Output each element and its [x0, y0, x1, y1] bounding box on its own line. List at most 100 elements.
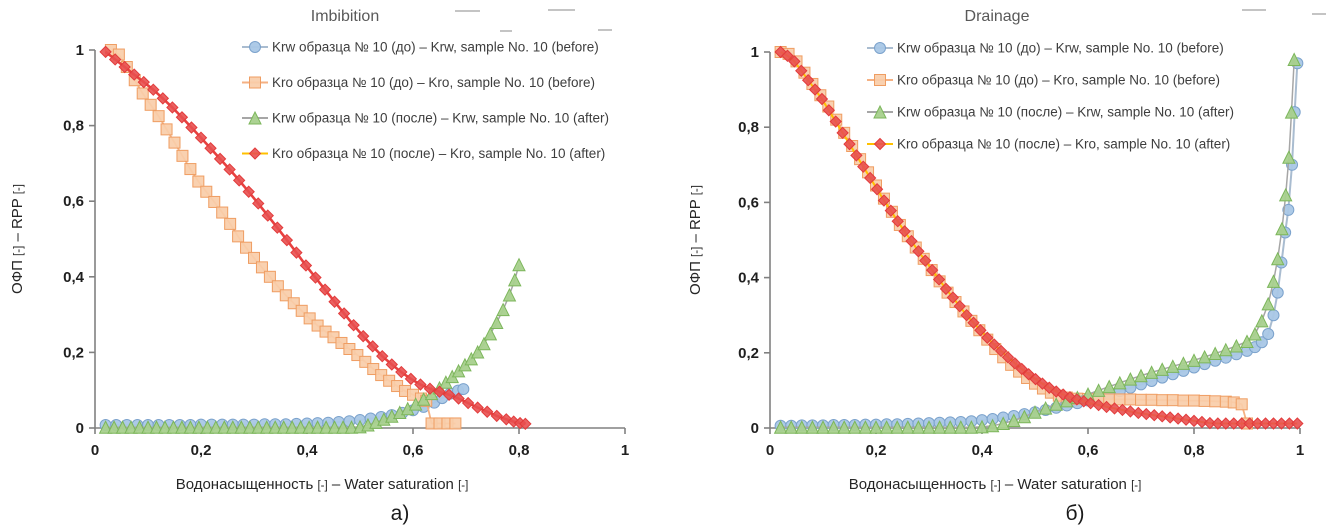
data-point-diamond: [376, 349, 389, 363]
data-point-diamond: [1171, 412, 1185, 425]
data-point-diamond: [884, 204, 898, 217]
data-point-triangle: [932, 420, 947, 434]
data-point-diamond: [242, 185, 255, 198]
data-point-diamond: [795, 64, 808, 78]
data-point-triangle: [507, 272, 522, 287]
y-tick-label: 0,8: [738, 119, 759, 136]
data-point-diamond: [299, 259, 313, 272]
legend-label: Krw образца № 10 (после) – Krw, sample N…: [272, 111, 609, 126]
data-point-diamond: [905, 234, 918, 248]
data-point-triangle: [890, 420, 905, 434]
y-tick-label: 0,4: [63, 269, 85, 286]
legend-label: Kro образца № 10 (до) – Kro, sample No. …: [897, 73, 1220, 88]
data-point-square: [1188, 394, 1200, 407]
data-point-diamond: [271, 221, 284, 234]
data-point-diamond: [194, 131, 208, 144]
data-point-triangle: [1176, 356, 1191, 370]
data-point-diamond: [1140, 407, 1153, 421]
data-point-square: [224, 217, 237, 230]
data-point-square: [1166, 394, 1179, 407]
data-point-diamond: [1195, 415, 1209, 429]
data-point-diamond: [815, 92, 829, 106]
data-point-circle: [1271, 286, 1284, 299]
data-point-square: [295, 304, 308, 317]
x-tick-label: 0,6: [1078, 442, 1099, 459]
legend-marker-square: [249, 76, 261, 89]
y-axis-title: ОФП [-] – RPP [-]: [687, 185, 704, 295]
data-point-diamond: [147, 83, 160, 96]
data-point-diamond: [128, 68, 141, 81]
data-point-diamond: [185, 121, 198, 134]
legend-label: Kro образца № 10 (до) – Kro, sample No. …: [272, 75, 595, 90]
data-point-diamond: [1132, 406, 1145, 420]
data-point-diamond: [919, 254, 932, 267]
data-point-square: [216, 206, 229, 219]
y-tick-label: 0,8: [63, 118, 84, 135]
data-point-triangle: [879, 420, 894, 434]
y-tick-label: 1: [76, 42, 84, 59]
data-point-diamond: [953, 299, 966, 313]
data-point-diamond: [99, 45, 112, 59]
data-point-diamond: [808, 83, 822, 96]
data-point-triangle: [496, 302, 510, 317]
data-point-square: [255, 261, 268, 274]
data-point-diamond: [1163, 411, 1177, 424]
data-point-triangle: [1270, 251, 1285, 266]
y-tick-label: 0,6: [63, 193, 84, 210]
data-point-diamond: [166, 101, 179, 114]
data-point-diamond: [404, 372, 418, 386]
data-point-triangle: [200, 420, 215, 434]
data-point-triangle: [132, 420, 147, 434]
y-tick-label: 0: [751, 420, 759, 437]
data-point-square: [160, 123, 173, 136]
legend-label: Kro образца № 10 (после) – Kro, sample N…: [897, 137, 1230, 152]
data-point-triangle: [996, 416, 1011, 430]
data-point-triangle: [319, 420, 333, 434]
y-tick-label: 0,6: [738, 194, 759, 211]
y-tick-label: 1: [751, 44, 759, 61]
data-point-diamond: [1179, 413, 1193, 426]
data-point-diamond: [1108, 402, 1121, 415]
data-point-triangle: [1218, 342, 1233, 357]
data-point-triangle: [1278, 187, 1293, 202]
legend-item-3: Kro образца № 10 (после) – Kro, sample N…: [242, 146, 605, 161]
data-point-square: [184, 163, 197, 176]
data-point-diamond: [433, 385, 446, 398]
data-point-triangle: [1049, 397, 1064, 411]
data-point-diamond: [857, 160, 870, 173]
data-point-diamond: [366, 340, 379, 353]
data-point-square: [311, 319, 324, 332]
data-point-triangle: [1038, 400, 1053, 415]
data-point-triangle: [336, 420, 350, 434]
data-point-triangle: [1155, 362, 1170, 376]
data-point-triangle: [773, 420, 788, 434]
panel-label: а): [391, 502, 410, 525]
data-point-square: [1198, 394, 1211, 407]
data-point-square: [208, 195, 221, 208]
data-point-triangle: [1165, 359, 1180, 373]
data-point-triangle: [943, 420, 958, 434]
data-point-square: [248, 251, 260, 264]
series-3-diamond: [99, 45, 532, 431]
x-tick-label: 0,2: [866, 442, 887, 459]
y-tick-label: 0,4: [738, 270, 760, 287]
data-point-diamond: [414, 378, 427, 391]
data-point-diamond: [232, 174, 246, 187]
data-point-triangle: [464, 351, 479, 366]
data-point-diamond: [261, 209, 274, 222]
data-point-diamond: [781, 49, 794, 62]
legend-item-0: Krw образца № 10 (до) – Krw, sample No. …: [242, 40, 599, 55]
chart-imbibition: 0 0,2 0,4 0,6 0,8 1 0 0,2 0,4 0,6 0,8 1 Imbibition Kr…: [9, 8, 629, 525]
data-point-triangle: [985, 418, 1000, 433]
data-point-triangle: [1255, 313, 1269, 328]
legend-marker-diamond: [248, 147, 262, 160]
data-point-triangle: [276, 420, 291, 434]
data-point-triangle: [1248, 326, 1262, 341]
series-2-triangle: [98, 257, 526, 434]
data-point-circle: [1267, 309, 1280, 322]
data-point-triangle: [1208, 346, 1223, 361]
data-point-diamond: [204, 142, 217, 155]
data-point-triangle: [98, 420, 113, 434]
data-point-diamond: [967, 316, 980, 329]
